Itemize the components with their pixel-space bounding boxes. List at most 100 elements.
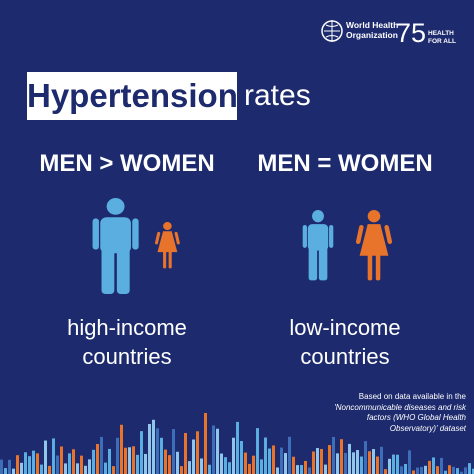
decor-bar — [80, 455, 83, 474]
decor-bar — [436, 466, 439, 474]
decor-bar — [12, 468, 15, 474]
decor-bar — [264, 437, 267, 474]
comparison: MEN > WOMEN — [39, 150, 215, 177]
decor-bar — [336, 453, 339, 474]
decor-bar — [296, 465, 299, 474]
decor-bar — [384, 469, 387, 474]
tagline: HEALTH — [428, 30, 454, 37]
decor-bar — [240, 440, 243, 474]
decor-bar — [76, 463, 79, 474]
decor-bar — [444, 470, 447, 474]
tagline: FOR ALL — [428, 38, 456, 45]
decor-bar — [28, 456, 31, 474]
anniversary: 75 — [396, 18, 426, 48]
decor-bar — [220, 453, 223, 474]
org-name: Organization — [346, 30, 398, 40]
decor-bar — [104, 462, 107, 474]
decor-bar — [244, 452, 247, 474]
decor-bar — [148, 424, 151, 474]
decor-bar — [388, 458, 391, 474]
decor-bar — [412, 470, 415, 474]
decor-bar — [108, 448, 111, 474]
decor-bar — [268, 448, 271, 474]
decor-bar — [164, 449, 167, 474]
decor-bar — [172, 429, 175, 474]
decor-bar — [372, 449, 375, 474]
decor-bar — [120, 424, 123, 474]
decor-bar — [160, 437, 163, 474]
decor-bar — [408, 450, 411, 474]
decor-bar — [400, 466, 403, 474]
decor-bar — [224, 457, 227, 474]
decor-bar — [132, 446, 135, 474]
decor-bar — [140, 431, 143, 474]
decor-bar — [212, 425, 215, 474]
decor-bar — [128, 447, 131, 474]
decor-bar — [180, 466, 183, 474]
decor-bar — [368, 451, 371, 474]
decor-bar — [228, 462, 231, 474]
org-name: World Health — [346, 20, 398, 30]
footnote-line: 'Noncommunicable diseases and risk — [334, 402, 466, 412]
decor-bar — [328, 445, 331, 474]
decor-bar — [0, 459, 3, 474]
decoration — [0, 412, 474, 474]
woman-icon — [154, 222, 181, 269]
decor-bar — [448, 465, 451, 474]
decor-bar — [396, 454, 399, 474]
decor-bar — [32, 450, 35, 474]
decor-bar — [48, 465, 51, 474]
decor-bar — [204, 412, 207, 474]
man-icon — [92, 198, 139, 294]
headline-highlight: Hypertension — [27, 72, 238, 120]
decor-bar — [320, 448, 323, 474]
decor-bar — [416, 467, 419, 474]
footnote-line: Based on data available in the — [358, 392, 466, 401]
label-line: countries — [300, 344, 390, 369]
decor-bar — [184, 432, 187, 474]
decor-bar — [392, 454, 395, 474]
decor-bar — [116, 437, 119, 474]
decor-bar — [364, 441, 367, 474]
headline-rest: rates — [244, 79, 311, 112]
decor-bar — [276, 467, 279, 474]
decor-bar — [96, 443, 99, 474]
decor-bar — [428, 460, 431, 474]
decor-bar — [452, 466, 455, 474]
decor-bar — [456, 468, 459, 474]
decor-bar — [144, 453, 147, 474]
decor-bar — [252, 455, 255, 474]
figures — [92, 198, 393, 294]
decor-bar — [208, 464, 211, 474]
decor-bar — [44, 440, 47, 474]
decor-bar — [200, 458, 203, 474]
decor-bar — [300, 465, 303, 474]
decor-bar — [92, 449, 95, 474]
decor-bar — [472, 468, 474, 474]
decor-bar — [16, 455, 19, 474]
decor-bar — [288, 436, 291, 474]
decor-bar — [340, 439, 343, 474]
decor-bar — [348, 443, 351, 474]
decor-bar — [420, 466, 423, 474]
woman-icon — [355, 210, 393, 281]
decor-bar — [4, 468, 7, 474]
decor-bar — [68, 453, 71, 474]
decor-bar — [332, 436, 335, 474]
decor-bar — [20, 462, 23, 474]
decor-bar — [188, 461, 191, 474]
decor-bar — [52, 438, 55, 474]
decor-bar — [156, 428, 159, 474]
decor-bar — [84, 465, 87, 474]
group-label: low-income countries — [225, 313, 465, 371]
decor-bar — [216, 428, 219, 474]
decor-bar — [404, 463, 407, 474]
footnote: Based on data available in the 'Noncommun… — [334, 392, 466, 434]
decor-bar — [236, 421, 239, 474]
decor-bar — [256, 428, 259, 474]
decor-bar — [24, 452, 27, 474]
decor-bar — [468, 463, 471, 474]
decor-bar — [64, 463, 67, 474]
decor-bar — [36, 453, 39, 474]
